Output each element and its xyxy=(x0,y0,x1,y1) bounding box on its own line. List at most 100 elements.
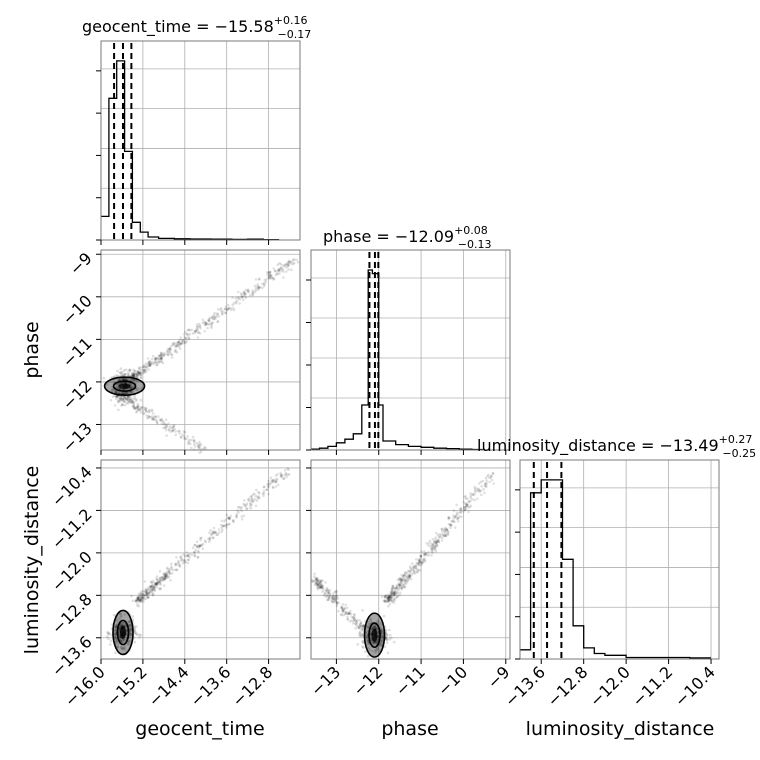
scatter-point xyxy=(227,307,230,310)
scatter-point xyxy=(457,517,460,520)
scatter-point xyxy=(455,517,459,521)
scatter-point xyxy=(270,276,273,280)
scatter-point xyxy=(179,556,182,559)
scatter-point xyxy=(144,362,148,366)
scatter-point xyxy=(191,332,195,335)
scatter-point xyxy=(198,331,202,335)
scatter-point xyxy=(160,576,164,579)
scatter-point xyxy=(358,623,362,626)
scatter-point xyxy=(136,597,139,600)
scatter-point xyxy=(319,586,322,590)
scatter-point xyxy=(176,340,180,344)
scatter-point xyxy=(108,632,111,636)
scatter-point xyxy=(398,578,402,582)
scatter-point xyxy=(195,327,198,331)
scatter-point xyxy=(139,598,142,601)
scatter-point xyxy=(391,600,394,603)
scatter-point xyxy=(320,586,323,590)
scatter-point xyxy=(111,387,114,391)
scatter-point xyxy=(113,635,117,638)
scatter-point xyxy=(403,573,406,577)
scatter-point xyxy=(166,567,169,571)
scatter-point xyxy=(236,509,239,512)
scatter-point xyxy=(388,628,391,632)
scatter-point xyxy=(395,595,399,598)
scatter-point xyxy=(376,620,380,624)
scatter-point xyxy=(139,369,143,372)
scatter-point xyxy=(293,258,296,261)
scatter-point xyxy=(453,520,456,524)
scatter-point xyxy=(395,584,399,587)
scatter-point xyxy=(154,415,157,418)
scatter-point xyxy=(147,364,150,368)
scatter-point xyxy=(182,559,186,563)
scatter-point xyxy=(144,590,148,593)
scatter-point xyxy=(464,503,468,506)
scatter-point xyxy=(177,343,181,347)
scatter-point xyxy=(231,296,234,300)
scatter-point xyxy=(153,358,157,362)
scatter-point xyxy=(417,562,421,566)
scatter-point xyxy=(258,491,261,495)
scatter-point xyxy=(157,581,160,584)
scatter-point xyxy=(387,598,391,601)
scatter-point xyxy=(117,391,121,395)
scatter-point xyxy=(163,577,167,580)
scatter-point xyxy=(263,278,267,282)
scatter-point xyxy=(235,512,239,516)
scatter-point xyxy=(119,371,123,375)
scatter-point xyxy=(447,517,451,521)
scatter-point xyxy=(147,410,150,414)
scatter-point xyxy=(320,584,323,587)
scatter-point xyxy=(380,629,384,632)
title-geocent-time-main: geocent_time = −15.58 xyxy=(82,17,274,37)
scatter-point xyxy=(275,479,279,482)
scatter-point xyxy=(387,595,390,598)
scatter-point xyxy=(458,507,462,511)
scatter-point xyxy=(392,587,396,590)
scatter-point xyxy=(335,602,339,605)
ytick-label-phase-1: −12 xyxy=(59,376,96,413)
scatter-point xyxy=(163,575,167,579)
scatter-point xyxy=(328,592,332,596)
scatter-point xyxy=(394,591,398,594)
scatter-point xyxy=(166,353,170,357)
scatter-point xyxy=(265,488,269,492)
scatter-point xyxy=(436,538,440,542)
scatter-point xyxy=(468,505,472,509)
scatter-point xyxy=(125,398,129,402)
scatter-point xyxy=(120,403,124,406)
scatter-point xyxy=(414,564,417,568)
scatter-point xyxy=(490,474,493,478)
scatter-point xyxy=(484,485,488,489)
scatter-point xyxy=(137,598,140,602)
scatter-point xyxy=(169,565,173,568)
scatter-point xyxy=(162,578,165,581)
scatter-point xyxy=(140,366,144,369)
scatter-point xyxy=(312,575,316,578)
scatter-point xyxy=(240,295,244,299)
scatter-point xyxy=(375,641,378,645)
scatter-point xyxy=(447,522,451,526)
scatter-point xyxy=(347,611,351,615)
scatter-point xyxy=(406,576,410,579)
scatter-point xyxy=(412,569,416,573)
scatter-point xyxy=(369,617,373,621)
scatter-point xyxy=(254,288,257,292)
scatter-point xyxy=(119,615,122,619)
scatter-point xyxy=(372,624,375,628)
scatter-point xyxy=(198,322,201,326)
scatter-point xyxy=(250,499,253,503)
scatter-point xyxy=(331,594,335,598)
scatter-phase-vs-luminosity_distance xyxy=(310,471,496,658)
title-luminosity-distance: luminosity_distance = −13.49+0.27 −0.25 xyxy=(477,433,756,460)
scatter-point xyxy=(135,410,138,414)
scatter-point xyxy=(128,401,132,404)
scatter-point xyxy=(220,307,223,310)
scatter-point xyxy=(171,424,175,428)
scatter-point xyxy=(420,550,423,553)
scatter-point xyxy=(339,613,343,616)
scatter-point xyxy=(270,479,274,482)
scatter-point xyxy=(480,485,484,488)
scatter-point xyxy=(344,603,347,607)
